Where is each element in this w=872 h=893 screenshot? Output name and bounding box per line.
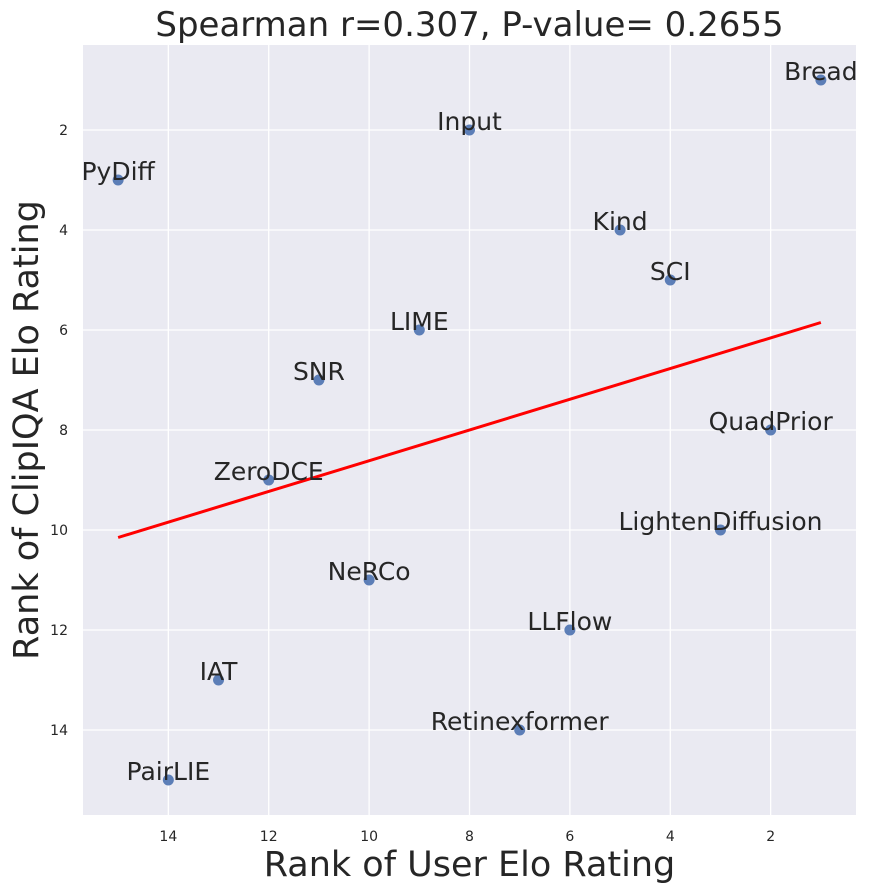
data-point <box>514 724 526 736</box>
point-label: Bread <box>784 57 857 86</box>
y-tick-label: 12 <box>50 623 68 639</box>
data-point <box>112 174 124 186</box>
data-point <box>815 74 827 86</box>
data-point <box>413 324 425 336</box>
chart-title: Spearman r=0.307, P-value= 0.2655 <box>155 5 783 45</box>
point-label: PairLIE <box>127 757 211 786</box>
point-label: LightenDiffusion <box>618 507 822 536</box>
y-tick-label: 14 <box>50 723 68 739</box>
point-label: SNR <box>293 357 345 386</box>
y-tick-label: 8 <box>59 423 68 439</box>
point-label: ZeroDCE <box>214 457 324 486</box>
y-tick-labels: 2 4 6 8 10 12 14 <box>50 123 68 739</box>
x-tick-label: 4 <box>666 829 675 845</box>
data-point <box>765 424 777 436</box>
x-tick-label: 14 <box>159 829 177 845</box>
point-label: LLFlow <box>527 607 612 636</box>
data-point <box>213 674 225 686</box>
y-tick-label: 2 <box>59 123 68 139</box>
x-tick-labels: 14 12 10 8 6 4 2 <box>159 829 775 845</box>
point-label: Kind <box>593 207 648 236</box>
fit-line <box>117 321 822 539</box>
x-tick-label: 12 <box>260 829 278 845</box>
y-tick-label: 6 <box>59 323 68 339</box>
point-label: QuadPrior <box>709 407 834 436</box>
y-tick-label: 10 <box>50 523 68 539</box>
data-point <box>263 474 275 486</box>
x-tick-label: 8 <box>465 829 474 845</box>
data-point <box>363 574 375 586</box>
y-axis-label: Rank of ClipIQA Elo Rating <box>7 200 47 660</box>
point-label: PyDiff <box>81 157 155 186</box>
data-point <box>614 224 626 236</box>
data-point <box>313 374 325 386</box>
data-points <box>112 74 827 786</box>
point-label: SCI <box>650 257 691 286</box>
x-tick-label: 10 <box>360 829 378 845</box>
point-label: IAT <box>200 657 239 686</box>
data-point <box>564 624 576 636</box>
data-point <box>162 774 174 786</box>
data-point <box>714 524 726 536</box>
x-tick-label: 2 <box>766 829 775 845</box>
point-label: NeRCo <box>328 557 411 586</box>
x-tick-label: 6 <box>565 829 574 845</box>
data-point <box>664 274 676 286</box>
x-axis-label: Rank of User Elo Rating <box>264 845 676 885</box>
point-label: LIME <box>390 307 449 336</box>
point-label: Input <box>437 107 502 136</box>
y-tick-label: 4 <box>59 223 68 239</box>
data-point <box>464 124 475 136</box>
point-label: Retinexformer <box>431 707 610 736</box>
